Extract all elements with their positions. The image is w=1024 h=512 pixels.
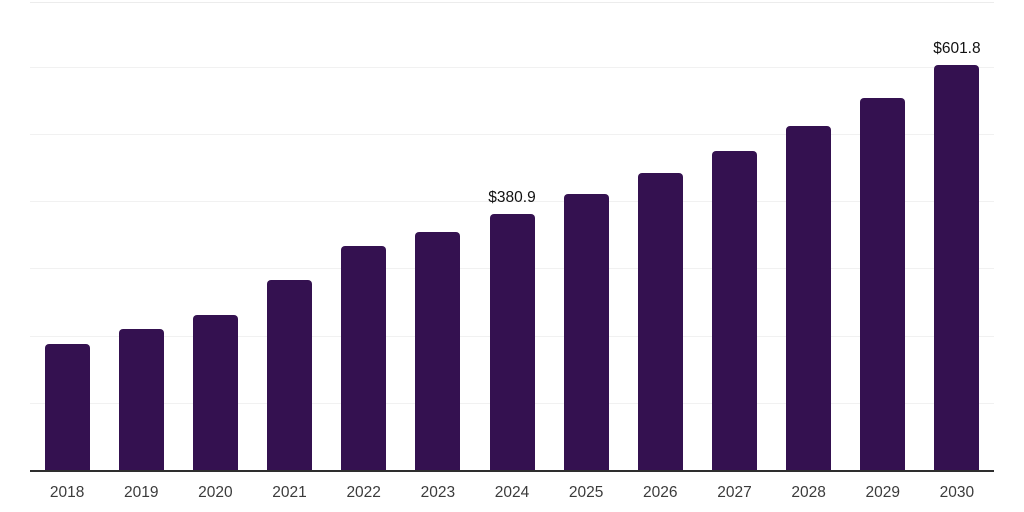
bar-2030[interactable]: [934, 65, 980, 470]
bar-2028[interactable]: [786, 126, 832, 470]
x-tick-label-2024: 2024: [494, 484, 530, 501]
bar-2024[interactable]: [489, 213, 535, 470]
x-tick-label-2027: 2027: [717, 484, 752, 501]
x-tick-label-2028: 2028: [791, 484, 826, 501]
gridline-400: [30, 201, 994, 203]
plot-area: $380.9 $601.8: [30, 2, 994, 470]
bar-2027[interactable]: [711, 150, 757, 470]
bar-2029[interactable]: [860, 98, 906, 470]
bar-2021[interactable]: [267, 279, 313, 470]
bar-2020[interactable]: [192, 315, 238, 470]
x-axis-line: [30, 470, 994, 472]
x-tick-label-2026: 2026: [643, 484, 678, 501]
gridline-600: [30, 66, 994, 68]
x-tick-label-2021: 2021: [272, 484, 307, 501]
gridline-500: [30, 133, 994, 135]
value-label-2024: $380.9: [488, 188, 536, 206]
x-axis: 2018 2019 2020 2021 2022 2023 2024 2025 2026 2027…: [30, 483, 994, 505]
x-tick-label-2019: 2019: [123, 484, 159, 501]
plot-top-border: [30, 2, 994, 3]
bar-2022[interactable]: [341, 246, 387, 470]
bar-2025[interactable]: [563, 194, 609, 470]
value-label-2030: $601.8: [933, 40, 981, 58]
x-tick-label-2020: 2020: [198, 484, 233, 501]
bar-2019[interactable]: [118, 329, 164, 470]
x-tick-label-2022: 2022: [346, 484, 381, 501]
bar-2023[interactable]: [415, 231, 461, 470]
x-tick-label-2025: 2025: [568, 484, 604, 501]
x-tick-label-2023: 2023: [420, 484, 456, 501]
bar-2018[interactable]: [44, 344, 90, 470]
x-tick-label-2018: 2018: [49, 484, 85, 501]
bar-2026[interactable]: [637, 173, 683, 470]
x-tick-label-2030: 2030: [939, 484, 975, 501]
x-tick-label-2029: 2029: [865, 484, 900, 501]
